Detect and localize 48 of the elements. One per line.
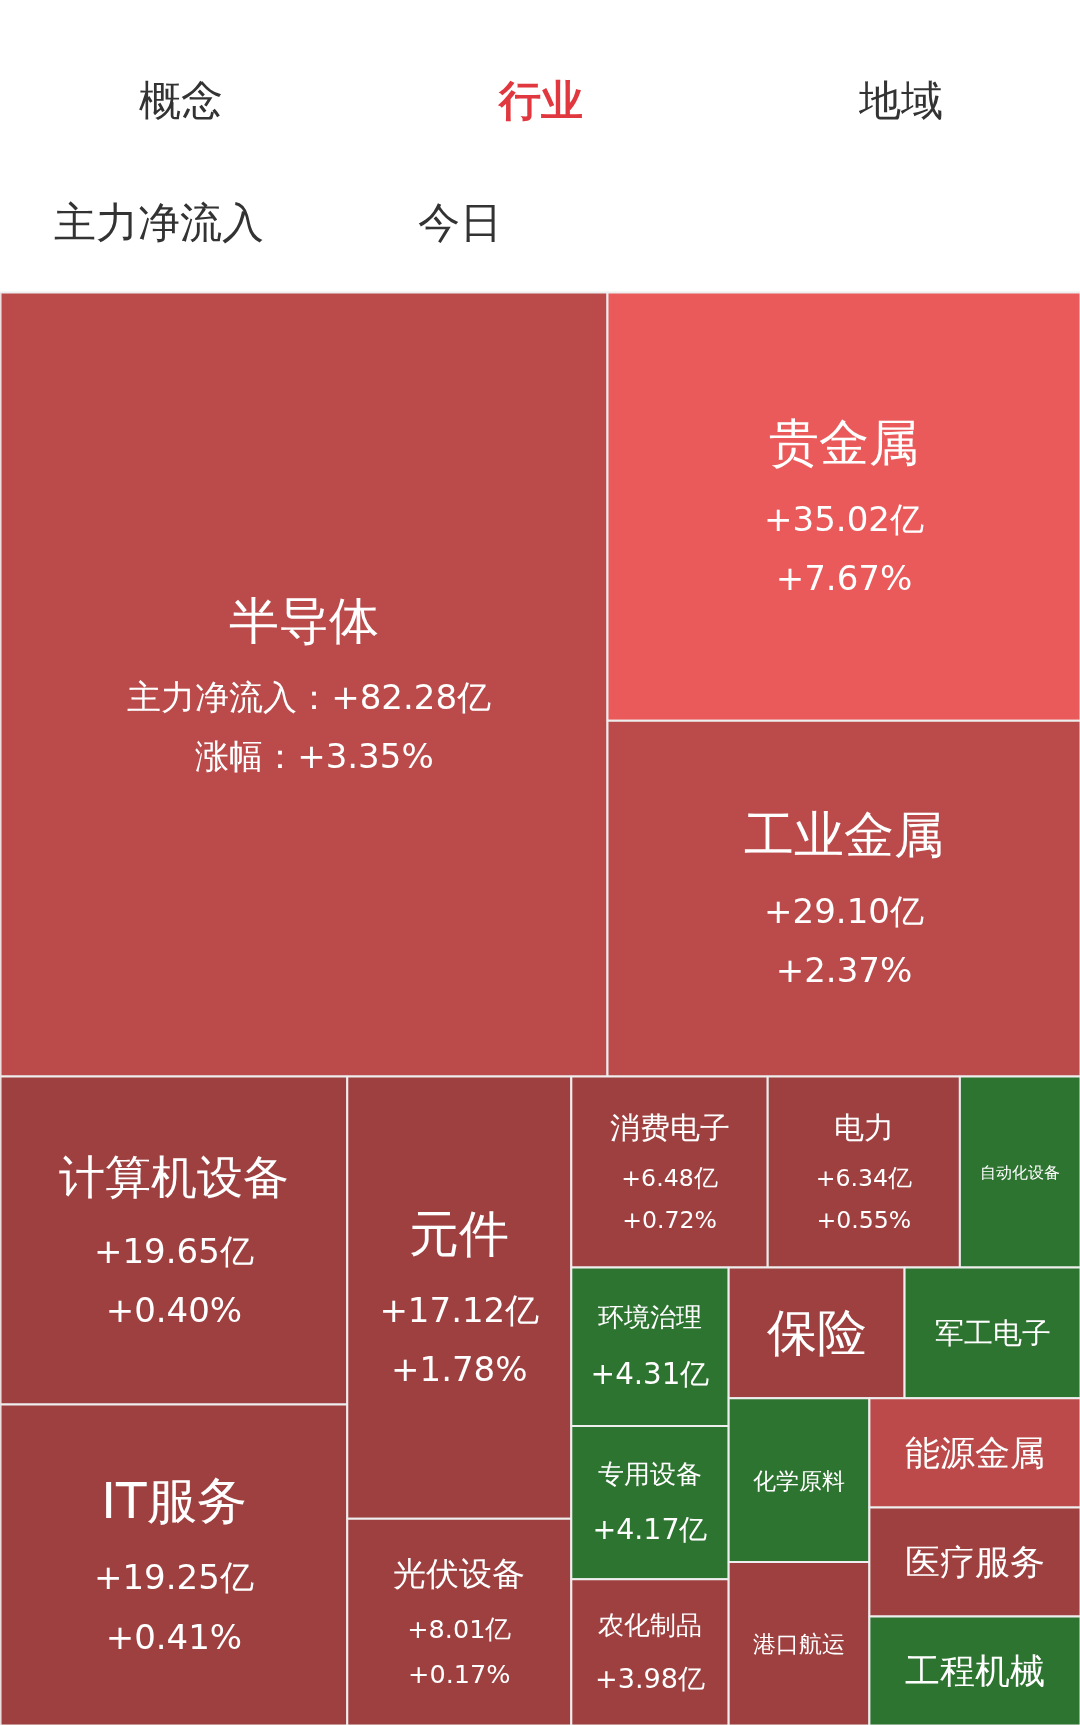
category-label: 保险	[766, 1303, 867, 1362]
category-label: 医疗服务	[904, 1541, 1045, 1582]
data-label: +4.17亿	[592, 1513, 708, 1547]
data-label: +0.17%	[408, 1658, 511, 1689]
text: 涨幅：	[195, 736, 298, 777]
category-label: 计算机设备	[58, 1149, 289, 1204]
series-label: 主力净流入：	[127, 676, 332, 717]
category-label: 贵金属	[768, 413, 919, 472]
data-label: +1.78%	[391, 1349, 528, 1390]
category-label: 港口航运	[753, 1630, 846, 1658]
text: 地域	[857, 76, 943, 125]
text: 行业	[496, 76, 583, 125]
data-label: +0.72%	[622, 1205, 717, 1234]
category-label: 电力	[833, 1110, 894, 1146]
data-label: +4.31亿	[590, 1357, 710, 1392]
data-label: +6.48亿	[621, 1164, 718, 1193]
data-label: +2.37%	[775, 950, 913, 991]
data-label: +8.01亿	[407, 1613, 512, 1644]
category-label: 环境治理	[597, 1302, 702, 1333]
category-label: 农化制品	[597, 1610, 702, 1641]
data-label: +82.28亿	[331, 676, 492, 717]
data-label: +0.55%	[816, 1205, 912, 1234]
data-label: +7.67%	[775, 558, 913, 599]
text: 今日	[417, 198, 502, 247]
data-label: +3.98亿	[594, 1663, 705, 1695]
category-label: 专用设备	[597, 1459, 702, 1490]
data-label: +0.41%	[105, 1616, 243, 1657]
text: 主力净流入	[53, 198, 264, 247]
category-label: 工业金属	[743, 805, 944, 864]
data-label: +3.35%	[297, 736, 434, 777]
data-label: +35.02亿	[764, 498, 924, 539]
category-label: 化学原料	[753, 1466, 846, 1494]
data-label: +0.40%	[105, 1290, 243, 1331]
data-label: +17.12亿	[379, 1289, 540, 1330]
category-label: 元件	[409, 1204, 510, 1263]
data-label: +19.25亿	[93, 1557, 254, 1598]
category-label: 半导体	[228, 591, 379, 650]
category-label: 自动化设备	[980, 1162, 1061, 1182]
category-label: 消费电子	[609, 1110, 730, 1146]
data-label: +19.65亿	[93, 1230, 254, 1271]
category-label: 光伏设备	[393, 1555, 526, 1594]
data-label: +29.10亿	[764, 890, 924, 931]
category-label: 工程机械	[904, 1650, 1045, 1691]
category-label: IT服务	[101, 1472, 247, 1531]
category-label: 能源金属	[904, 1432, 1045, 1473]
category-label: 军工电子	[934, 1315, 1051, 1350]
data-label: +6.34亿	[815, 1164, 912, 1193]
text: 概念	[138, 76, 223, 125]
